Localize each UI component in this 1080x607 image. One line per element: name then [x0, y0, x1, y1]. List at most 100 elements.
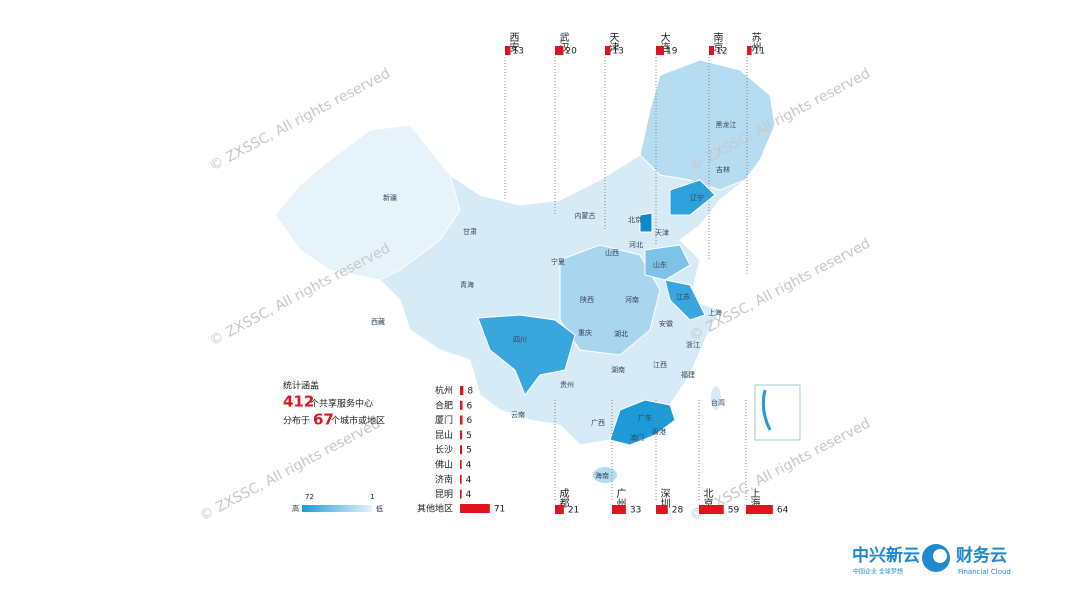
summary-text: 个共享服务中心 [310, 398, 373, 410]
logo-product-en: Financial Cloud [958, 568, 1011, 576]
province-label: 台湾 [711, 398, 725, 407]
logo-mark-inner [933, 549, 947, 563]
province-label: 河北 [629, 241, 643, 249]
province-label: 西藏 [371, 317, 385, 326]
bar [746, 505, 773, 514]
bar-value: 6 [467, 416, 473, 426]
city-name: 北京 [701, 488, 713, 509]
bar-value: 64 [777, 506, 789, 516]
province-label: 内蒙古 [575, 211, 596, 220]
liaoning [669, 179, 716, 216]
province-label: 宁夏 [551, 257, 565, 266]
legend-min: 1 [370, 493, 374, 501]
city-name: 上海 [748, 488, 760, 509]
legend-high: 高 [292, 504, 299, 513]
province-label: 湖北 [614, 329, 628, 338]
province-label: 吉林 [716, 165, 730, 174]
bar-value: 13 [612, 47, 623, 57]
province-label: 云南 [511, 410, 525, 419]
province-label: 新疆 [383, 193, 397, 202]
province-label: 海南 [595, 471, 609, 480]
province-label: 贵州 [560, 380, 574, 389]
region-northeast [639, 59, 776, 191]
bar [505, 46, 511, 55]
bar-value: 4 [466, 475, 472, 485]
bar [460, 400, 463, 410]
province-label: 黑龙江 [716, 120, 737, 129]
bar [460, 386, 464, 395]
province-label: 天津 [655, 229, 669, 237]
inset-coast [761, 389, 772, 431]
shandong [644, 244, 691, 281]
bar [460, 474, 462, 484]
bar-value: 21 [568, 506, 579, 516]
bar-value: 11 [754, 47, 765, 57]
legend-gradient [302, 505, 372, 512]
guangdong [609, 399, 676, 446]
bar [699, 505, 724, 514]
province-label: 陕西 [580, 295, 594, 304]
city-name: 合肥 [435, 399, 453, 411]
hainan [593, 467, 617, 483]
summary-text: 统计涵盖 [283, 380, 319, 392]
sichuan [477, 314, 576, 397]
region-west [274, 124, 461, 281]
bar [747, 46, 752, 55]
beijing [639, 212, 653, 233]
province-label: 江苏 [676, 292, 690, 301]
legend-low: 低 [376, 504, 383, 513]
summary-text: 个城市或地区 [331, 415, 385, 427]
province-label: 山西 [605, 248, 619, 257]
province-label: 安徽 [659, 319, 673, 328]
inset-box [754, 384, 801, 441]
bar-value: 8 [467, 387, 473, 397]
bar-value: 5 [466, 431, 472, 441]
bar [460, 504, 490, 513]
province-label: 湖南 [611, 365, 625, 374]
taiwan [711, 386, 721, 410]
bar [555, 46, 564, 55]
province-label: 重庆 [578, 328, 592, 337]
city-name: 苏州 [749, 31, 761, 52]
bar [460, 415, 463, 425]
summary-number: 412 [283, 393, 314, 411]
province-label: 广西 [591, 418, 605, 427]
bar [612, 505, 626, 514]
bar [656, 505, 668, 514]
watermark: © ZXSSC, All rights reserved [207, 241, 393, 350]
province-label: 青海 [460, 280, 474, 289]
bar-value: 6 [467, 401, 473, 411]
bar [555, 505, 564, 514]
bar [460, 489, 462, 499]
map [274, 59, 801, 483]
bar-value: 5 [466, 446, 472, 456]
bar [460, 460, 462, 469]
logo-slogan: 中国企业 全球梦想 [853, 568, 903, 576]
province-label: 河南 [625, 295, 639, 304]
logo-brand: 中兴新云 [852, 545, 920, 566]
bar-value: 33 [630, 506, 641, 516]
city-name: 长沙 [435, 444, 453, 456]
bar-value: 13 [512, 47, 523, 57]
province-label: 四川 [513, 336, 527, 344]
bar-value: 4 [466, 461, 472, 471]
province-label: 江西 [653, 361, 667, 369]
province-label: 辽宁 [690, 193, 704, 202]
province-label: 甘肃 [463, 227, 477, 236]
bar-value: 28 [672, 506, 684, 516]
province-label: 山东 [653, 260, 667, 269]
watermark: © ZXSSC, All rights reserved [687, 236, 873, 345]
city-name: 昆明 [435, 489, 453, 500]
bar-value: 20 [565, 47, 577, 57]
city-name: 其他地区 [417, 503, 453, 515]
province-label: 浙江 [686, 340, 700, 349]
jiangsu [664, 279, 706, 321]
bar-value: 19 [666, 47, 678, 57]
city-name: 广州 [614, 488, 626, 508]
province-label: 北京 [628, 215, 642, 224]
city-name: 佛山 [435, 459, 453, 471]
city-name: 厦门 [435, 414, 453, 426]
logo-product: 财务云 [955, 545, 1007, 566]
bar-value: 71 [494, 505, 505, 515]
